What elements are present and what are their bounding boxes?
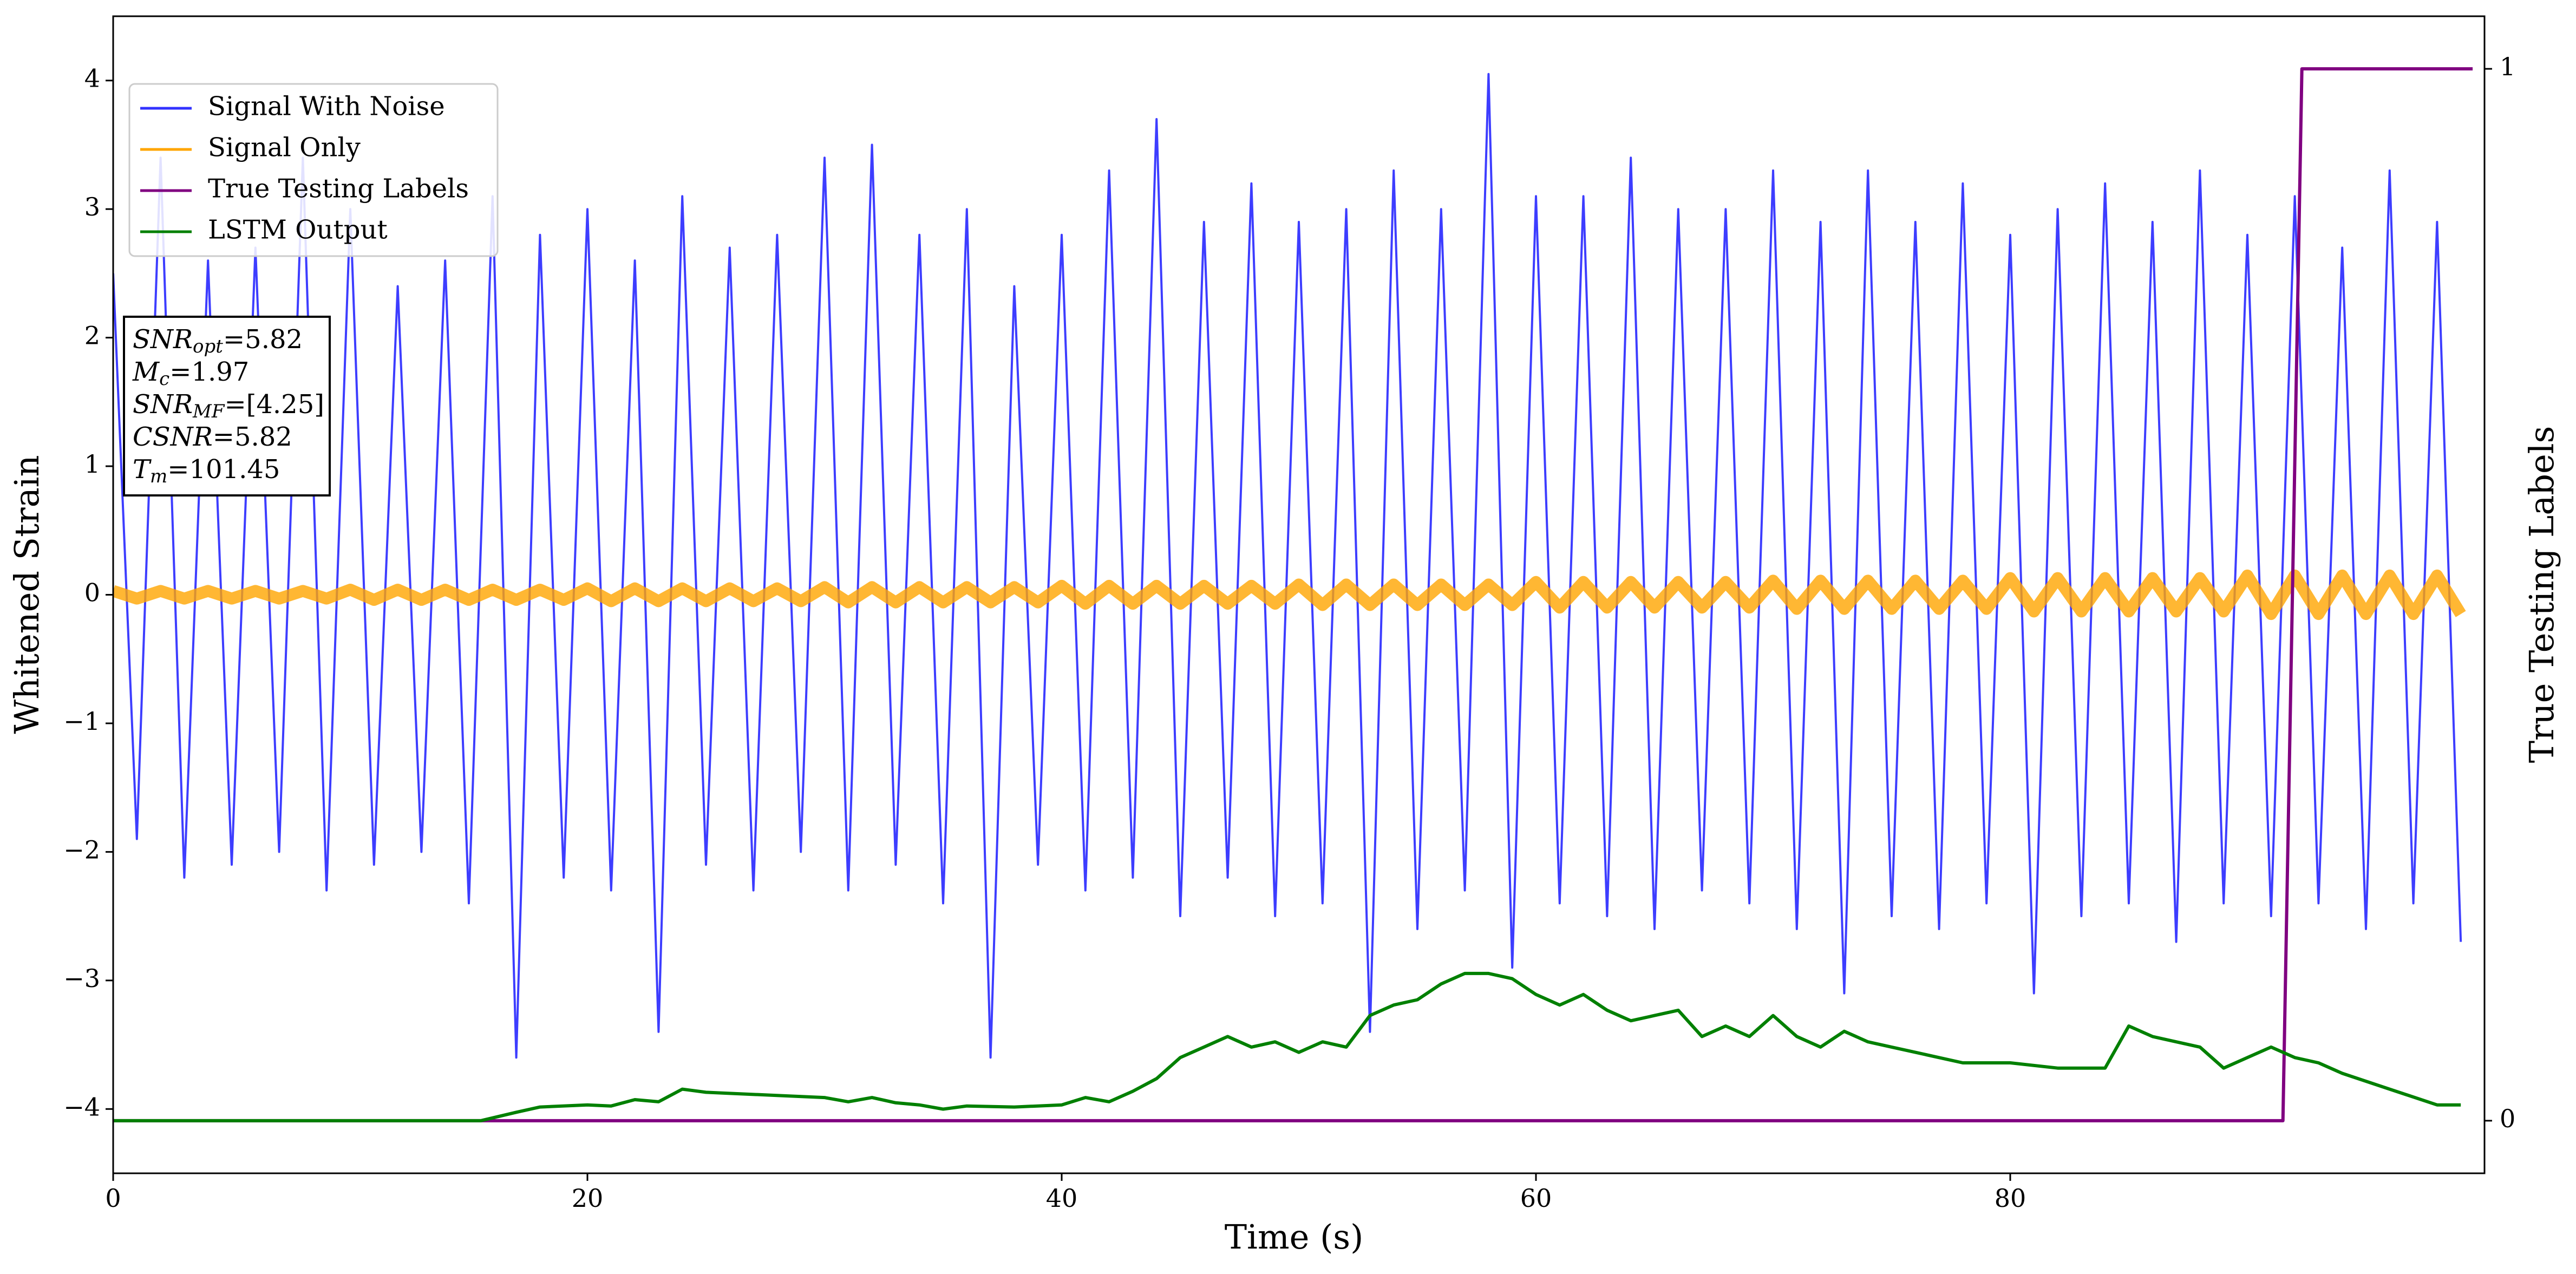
annotation-line: SNRopt=5.82 <box>133 324 303 358</box>
y-axis-label: Whitened Strain <box>7 455 47 734</box>
x-tick-label: 80 <box>1995 1184 2026 1213</box>
y-tick-label: 2 <box>84 321 100 350</box>
y2-tick-label: 1 <box>2500 52 2515 81</box>
series-line <box>113 569 2466 620</box>
x-tick-label: 0 <box>105 1184 121 1213</box>
series-line <box>113 971 2461 1122</box>
annotation-line: Tm=101.45 <box>133 454 280 488</box>
y-tick-label: 1 <box>84 449 100 479</box>
y-tick-label: −4 <box>63 1092 100 1121</box>
x-tick-label: 20 <box>572 1184 604 1213</box>
annotation-line: SNRMF=[4.25] <box>133 389 324 423</box>
annotation-subscript: MF <box>192 401 225 422</box>
x-tick-label: 40 <box>1046 1184 1078 1213</box>
y-tick-label: −1 <box>63 707 100 736</box>
annotation-value: =[4.25] <box>224 389 324 420</box>
annotation-line: Mc=1.97 <box>132 357 249 390</box>
series-line <box>113 67 2473 1122</box>
annotation-symbol: SNR <box>133 389 193 420</box>
series-line <box>113 73 2462 1059</box>
annotation-line: CSNR=5.82 <box>133 422 292 452</box>
annotation-subscript: c <box>159 368 169 390</box>
annotation-value: =1.97 <box>169 357 249 387</box>
y-tick-label: 0 <box>84 578 100 607</box>
legend-label: Signal With Noise <box>208 92 445 122</box>
x-axis-label: Time (s) <box>1225 1217 1364 1257</box>
y-tick-label: −3 <box>63 964 100 993</box>
y-tick-label: 4 <box>84 64 100 93</box>
annotation-subscript: opt <box>193 336 223 357</box>
plot-area <box>113 67 2473 1122</box>
legend-label: True Testing Labels <box>208 174 469 204</box>
annotation: SNRopt=5.82Mc=1.97SNRMF=[4.25]CSNR=5.82T… <box>123 316 331 496</box>
annotation-symbol: T <box>133 454 152 485</box>
annotation-value: =5.82 <box>213 422 292 452</box>
y2-tick-label: 0 <box>2500 1104 2515 1133</box>
legend-label: Signal Only <box>208 133 361 163</box>
x-tick-label: 60 <box>1520 1184 1552 1213</box>
y-tick-label: −2 <box>63 835 100 864</box>
legend: Signal With Noise Signal Only True Testing… <box>128 83 499 257</box>
annotation-symbol: M <box>132 357 160 387</box>
annotation-value: =5.82 <box>223 324 303 355</box>
annotation-symbol: SNR <box>133 324 193 355</box>
annotation-value: =101.45 <box>167 454 280 485</box>
legend-label: LSTM Output <box>208 215 388 245</box>
legend-box <box>128 83 499 257</box>
annotation-symbol: CSNR <box>133 422 213 452</box>
annotation-box <box>123 316 331 496</box>
annotation-subscript: m <box>150 466 167 487</box>
y-tick-label: 3 <box>84 192 100 221</box>
y2-axis-label: True Testing Labels <box>2522 426 2561 763</box>
